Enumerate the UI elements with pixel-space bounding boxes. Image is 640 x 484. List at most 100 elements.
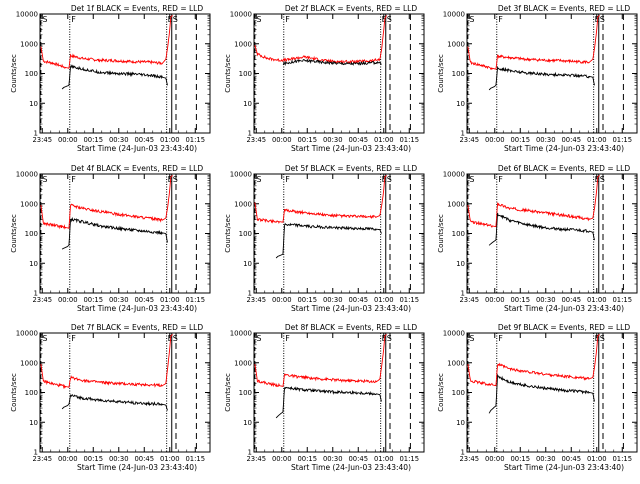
y-axis-label: Counts/sec [10,54,18,93]
x-tick-label: 01:15 [399,455,419,463]
x-tick-label: 01:15 [185,296,205,304]
x-tick-label: 00:15 [83,136,103,144]
plot-frame [39,332,211,453]
x-tick-label: 00:30 [109,455,129,463]
series-line-lld [467,175,600,228]
y-tick-label: 10 [243,419,252,427]
y-tick-label: 1000 [234,359,252,367]
y-tick-label: 10000 [16,171,38,179]
x-tick-label: 01:15 [185,136,205,144]
x-tick-label: 00:00 [485,296,505,304]
x-tick-label: 00:45 [561,136,581,144]
y-tick-label: 10000 [16,330,38,338]
x-tick-label: 01:00 [160,296,180,304]
x-axis-label: Start Time (24-Jun-03 23:43:40) [504,144,624,153]
x-tick-label: 01:00 [374,296,394,304]
marker-seg-label: S [173,334,178,343]
y-tick-label: 1000 [447,359,465,367]
y-tick-label: 10 [29,260,38,268]
y-axis-label: Counts/sec [10,214,18,253]
y-tick-label: 100 [239,230,252,238]
series-line-events [275,222,382,259]
y-tick-label: 1 [34,130,38,138]
marker-start-label: S [256,175,261,184]
y-tick-label: 1 [248,290,252,298]
marker-start-label: S [256,15,261,24]
y-tick-label: 100 [452,230,465,238]
marker-end-label: E [168,175,173,184]
panel-det-9f: Det 9f BLACK = Events, RED = LLD 1 10 100 10… [437,323,638,472]
y-tick-label: 1000 [234,40,252,48]
x-tick-label: 00:00 [272,455,292,463]
panel-title: Det 7f BLACK = Events, RED = LLD [71,323,204,332]
y-tick-label: 1 [248,449,252,457]
y-axis-label: Counts/sec [10,373,18,412]
x-tick-label: 00:30 [536,455,556,463]
x-tick-label: 00:30 [323,296,343,304]
x-tick-label: 23:45 [459,455,479,463]
marker-flare-label: F [285,334,290,343]
marker-seg-label: S [600,15,605,24]
x-tick-label: 01:00 [374,136,394,144]
x-tick-label: 01:15 [399,296,419,304]
plot-frame [466,332,638,453]
x-tick-label: 23:45 [459,296,479,304]
marker-end-label: E [595,175,600,184]
marker-start-label: S [469,175,474,184]
marker-start-label: S [42,175,47,184]
y-tick-label: 10000 [230,11,252,19]
marker-flare-label: F [71,15,76,24]
y-tick-label: 1 [461,449,465,457]
x-tick-label: 01:00 [587,455,607,463]
y-axis-label: Counts/sec [437,373,445,412]
panel-title: Det 9f BLACK = Events, RED = LLD [498,323,631,332]
plot-frame [253,173,425,294]
y-axis-label: Counts/sec [224,54,232,93]
series-line-events [488,212,595,246]
marker-end-label: E [382,15,387,24]
x-tick-label: 23:45 [32,455,52,463]
y-tick-label: 10 [29,419,38,427]
x-axis-label: Start Time (24-Jun-03 23:43:40) [504,304,624,313]
x-tick-label: 00:15 [83,296,103,304]
y-tick-label: 100 [25,70,38,78]
y-tick-label: 10000 [443,11,465,19]
x-tick-label: 00:00 [272,296,292,304]
marker-seg-label: S [173,175,178,184]
y-tick-label: 1000 [20,359,38,367]
series-line-lld [467,334,600,387]
plot-frame [253,332,425,453]
marker-start-label: S [42,15,47,24]
series-line-lld [254,15,387,64]
x-tick-label: 00:15 [510,296,530,304]
marker-flare-label: F [285,175,290,184]
x-tick-label: 00:30 [536,136,556,144]
y-axis-label: Counts/sec [437,214,445,253]
x-tick-label: 00:15 [510,455,530,463]
panel-det-7f: Det 7f BLACK = Events, RED = LLD 1 10 100 10… [10,323,211,472]
x-tick-label: 00:45 [134,296,154,304]
panel-det-8f: Det 8f BLACK = Events, RED = LLD 1 10 100 10… [224,323,425,472]
y-tick-label: 10000 [443,171,465,179]
panel-title: Det 3f BLACK = Events, RED = LLD [498,4,631,13]
x-tick-label: 23:45 [246,136,266,144]
y-tick-label: 1 [461,130,465,138]
x-tick-label: 01:15 [612,455,632,463]
y-tick-label: 100 [25,389,38,397]
x-tick-label: 00:00 [485,455,505,463]
y-tick-label: 1000 [234,200,252,208]
marker-start-label: S [469,15,474,24]
marker-seg-label: S [600,334,605,343]
panel-title: Det 4f BLACK = Events, RED = LLD [71,164,204,173]
x-tick-label: 00:45 [134,136,154,144]
plot-frame [466,13,638,134]
panel-title: Det 2f BLACK = Events, RED = LLD [285,4,418,13]
series-line-lld [467,15,600,71]
x-tick-label: 01:00 [587,136,607,144]
y-tick-label: 1000 [447,200,465,208]
series-line-lld [40,334,173,389]
x-tick-label: 00:45 [134,455,154,463]
y-tick-label: 10 [243,100,252,108]
series-line-lld [254,334,387,388]
